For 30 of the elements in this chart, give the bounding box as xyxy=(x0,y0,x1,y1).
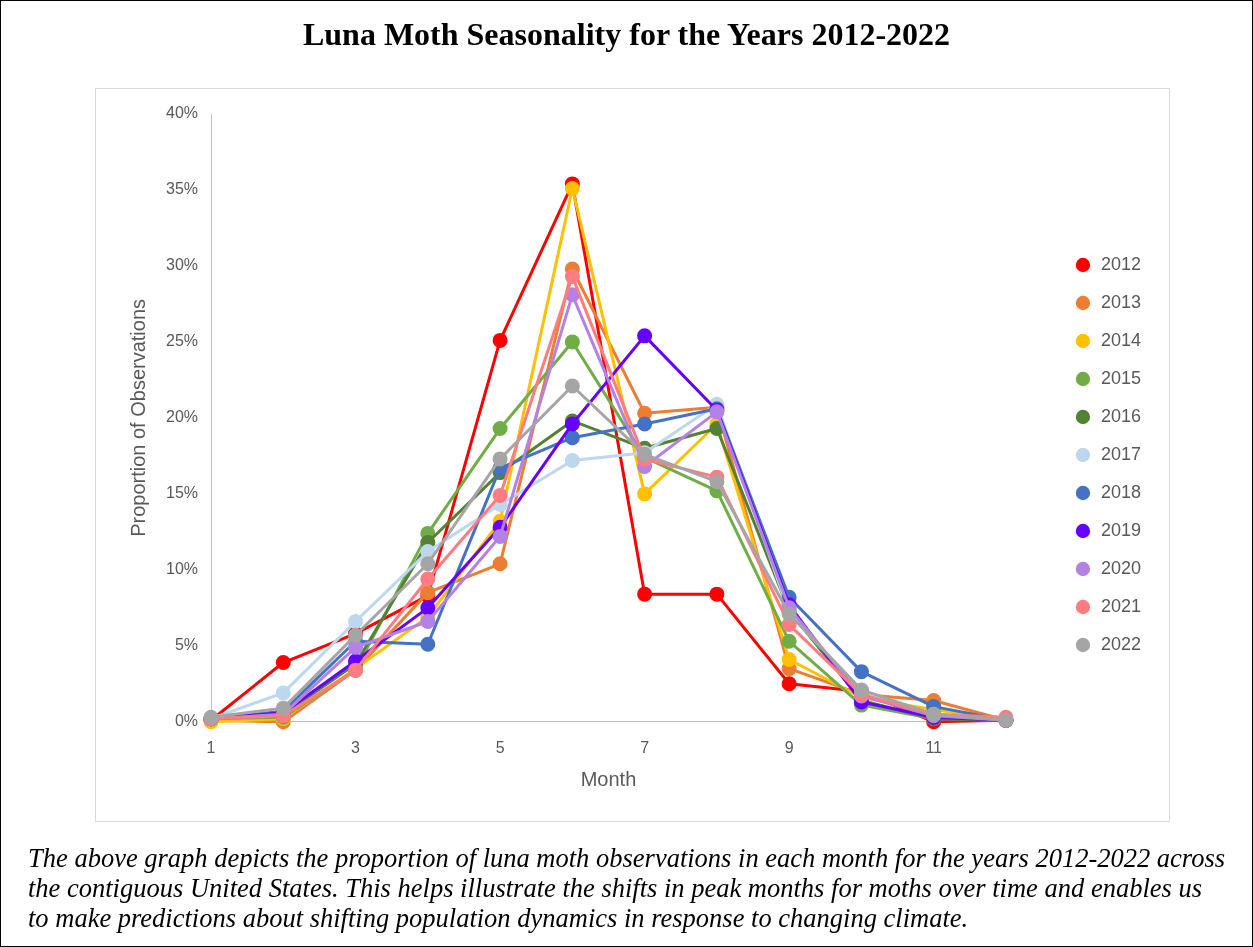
legend-label: 2013 xyxy=(1100,291,1141,312)
x-tick-label: 5 xyxy=(495,738,505,756)
x-tick-label: 3 xyxy=(351,738,361,756)
y-tick-label: 35% xyxy=(165,180,199,198)
x-tick-label: 7 xyxy=(640,738,650,756)
legend-label: 2017 xyxy=(1100,443,1141,464)
legend-label: 2020 xyxy=(1100,557,1141,578)
legend-label: 2018 xyxy=(1100,481,1141,502)
y-tick-label: 30% xyxy=(165,256,199,274)
y-axis-title: Proportion of Observations xyxy=(126,298,149,537)
legend-label: 2022 xyxy=(1100,633,1141,654)
legend-label: 2021 xyxy=(1100,595,1141,616)
legend-label: 2016 xyxy=(1100,405,1141,426)
x-axis-title: Month xyxy=(580,767,637,790)
text: The above graph depicts the proportion of luna moth observations in each month for the years 2012-2022 across the contiguous United States. This helps illustrate the shifts in peak months for moths over time and enables us to make predictions about shifting population dynamics in response to changing climate. xyxy=(28,843,1226,933)
x-tick-label: 11 xyxy=(925,738,943,756)
y-tick-label: 40% xyxy=(165,104,199,122)
legend-label: 2012 xyxy=(1100,253,1141,274)
y-tick-label: 0% xyxy=(174,712,199,730)
x-tick-label: 1 xyxy=(206,738,216,756)
y-tick-label: 10% xyxy=(165,560,199,578)
legend-label: 2019 xyxy=(1100,519,1141,540)
legend-label: 2014 xyxy=(1100,329,1141,350)
x-tick-label: 9 xyxy=(784,738,794,756)
legend-label: 2015 xyxy=(1100,367,1141,388)
y-tick-label: 25% xyxy=(165,332,199,350)
chart-title: Luna Moth Seasonality for the Years 2012-2022 xyxy=(301,15,952,54)
y-tick-label: 5% xyxy=(174,636,199,654)
y-tick-label: 15% xyxy=(165,484,199,502)
y-tick-label: 20% xyxy=(165,408,199,426)
